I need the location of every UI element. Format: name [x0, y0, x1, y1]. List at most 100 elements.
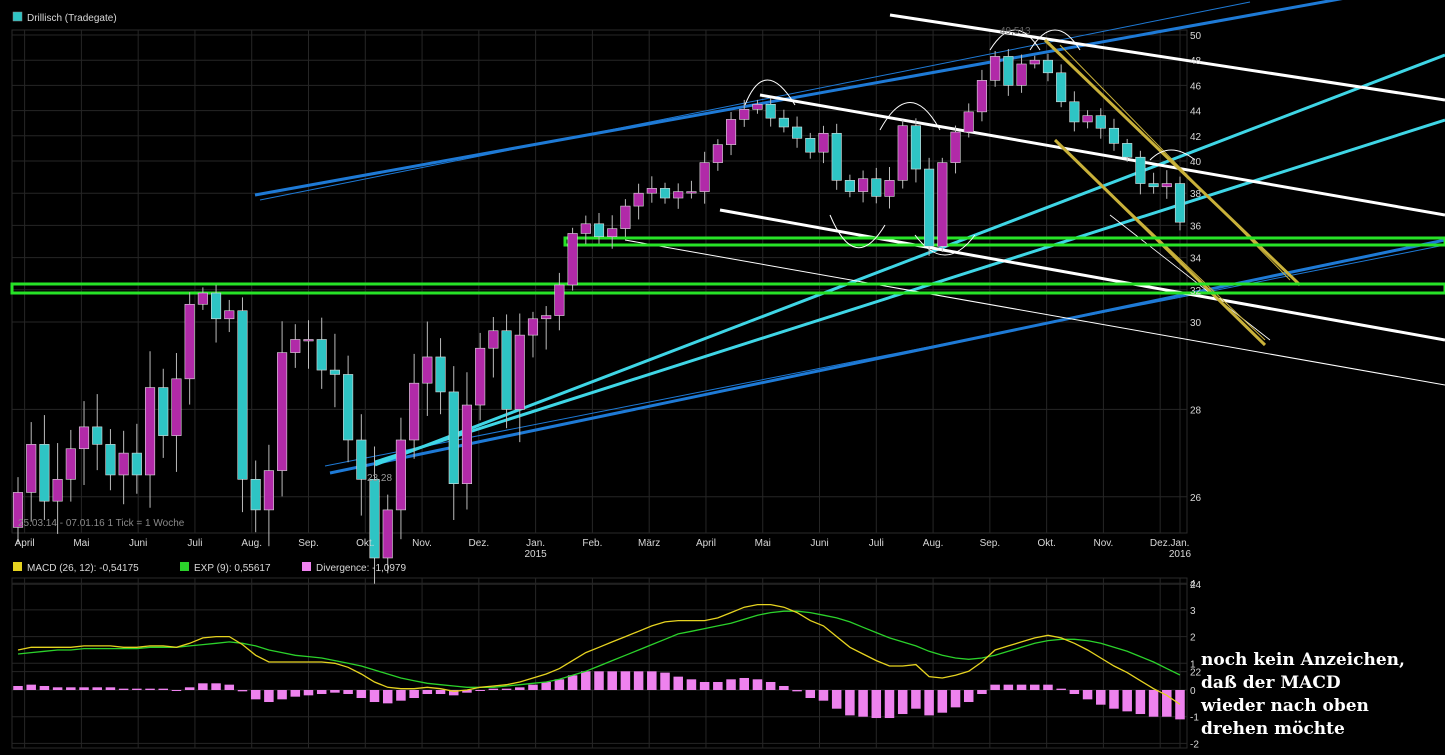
divergence-bar [79, 687, 89, 690]
candle-body [1003, 56, 1014, 86]
divergence-bar [264, 690, 274, 703]
divergence-bar [118, 688, 129, 690]
arc-shape [914, 234, 976, 256]
price-tick-label: 42 [1190, 132, 1202, 143]
candle-body [1095, 115, 1106, 129]
candle-body [620, 205, 631, 229]
divergence-bar [686, 679, 697, 690]
trendlines [10, 0, 1445, 475]
divergence-legend-swatch [302, 562, 311, 571]
candle-body [382, 509, 393, 559]
macd-tick-label: 1 [1190, 659, 1196, 670]
divergence-bar [765, 681, 776, 690]
note-line: noch kein Anzeichen, [1201, 650, 1405, 670]
falling-channel-top-thin [1059, 44, 1291, 281]
price-tick-label: 26 [1190, 493, 1202, 504]
divergence-bar [26, 684, 36, 690]
candle-body [646, 188, 657, 194]
candle-body [858, 178, 869, 192]
candle-body [725, 119, 737, 145]
candle-body [963, 111, 974, 133]
candle-body [395, 439, 406, 511]
date-range-info: 25.03.14 - 07.01.16 1 Tick = 1 Woche [18, 518, 185, 529]
divergence-bar [1056, 688, 1066, 690]
month-label: Sep. [980, 538, 1001, 549]
macd-tick-label: 2 [1190, 633, 1196, 644]
candle-body [1174, 183, 1186, 223]
month-label: Dez. [1150, 538, 1171, 549]
divergence-bar [1016, 684, 1027, 690]
divergence-bar [501, 688, 512, 690]
high-annotation: 49,513 [1000, 26, 1031, 37]
candle-body [593, 223, 605, 237]
candle-body [739, 109, 750, 120]
candle-body [567, 233, 578, 286]
divergence-bar [581, 671, 591, 690]
lower-channel-line [329, 238, 1445, 475]
candle-body [65, 448, 76, 480]
divergence-bar [184, 687, 195, 690]
divergence-bar [884, 690, 895, 719]
candle-body [818, 132, 829, 153]
divergence-bar [171, 690, 182, 691]
divergence-bar [1162, 690, 1172, 717]
arc-shape [1029, 29, 1081, 51]
candle-body [805, 138, 816, 153]
divergence-bar [1029, 684, 1040, 690]
candle-body [1016, 63, 1027, 86]
candle-body [237, 310, 248, 480]
month-label: März [638, 538, 660, 549]
divergence-bar [92, 687, 102, 690]
signal-legend-label: EXP (9): 0,55617 [194, 563, 271, 574]
candle-body [422, 356, 433, 384]
candle-body [26, 444, 37, 493]
upper-channel-line [254, 0, 1343, 197]
candle-body [752, 104, 763, 110]
candle-body [1069, 101, 1080, 123]
candle-body [343, 374, 354, 441]
divergence-bar [950, 690, 961, 708]
candle-body [250, 479, 261, 511]
candle-body [263, 470, 274, 511]
candle-body [224, 310, 235, 320]
divergence-bar [422, 690, 433, 695]
candle-body [12, 492, 24, 528]
candle-body [144, 387, 156, 476]
divergence-bar [396, 690, 406, 701]
candle-body [39, 444, 50, 502]
macd-tick-label: -1 [1190, 713, 1199, 724]
year-label: 2015 [524, 549, 547, 560]
divergence-bar [567, 675, 578, 690]
divergence-bar [818, 690, 829, 701]
candle-body [1108, 127, 1120, 144]
divergence-bar [1003, 684, 1014, 690]
lower-channel-line-thin [324, 244, 1445, 467]
candle-body [950, 131, 961, 163]
macd-tick-label: -2 [1190, 739, 1199, 750]
candle-body [1029, 59, 1040, 65]
divergence-bar [211, 683, 221, 690]
price-tick-label: 40 [1190, 157, 1202, 168]
divergence-bar [739, 677, 750, 690]
upper-channel-line-thin [259, 1, 1251, 201]
falling-channel-top [1043, 38, 1302, 287]
divergence-bar [303, 690, 314, 696]
year-label: 2016 [1169, 549, 1192, 560]
candle-body [290, 339, 301, 353]
divergence-bar [647, 671, 657, 690]
divergence-bar [105, 687, 116, 690]
candle-body [369, 479, 380, 559]
support-zone-32 [10, 282, 1445, 295]
divergence-bar [316, 690, 327, 695]
month-label: Mai [755, 538, 771, 549]
divergence-bar [924, 690, 934, 716]
candle-body [435, 356, 446, 393]
divergence-bar [66, 687, 76, 690]
candle-body [461, 404, 473, 484]
price-grid [11, 29, 1188, 673]
divergence-bar [448, 690, 459, 696]
candle-body [1082, 115, 1093, 123]
divergence-bar [633, 671, 644, 690]
candle-body [105, 444, 116, 476]
candle-body [778, 117, 789, 128]
